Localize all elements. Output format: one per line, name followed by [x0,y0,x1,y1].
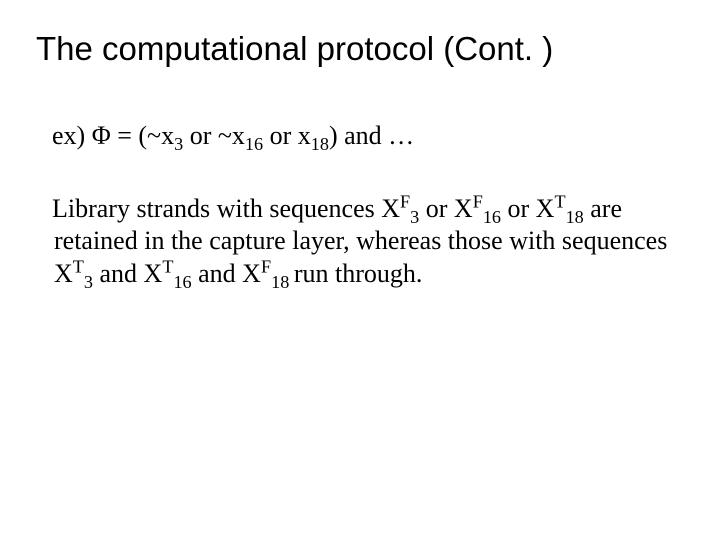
body-sup-3: T [554,191,565,211]
body-sub-5: 16 [173,272,191,292]
formula-mid-2: or x [263,121,311,150]
formula-line: ex) Φ = (~x3 or ~x16 or x18) and … [54,120,670,153]
slide-title: The computational protocol (Cont. ) [36,30,680,68]
body-sup-6: F [261,256,271,276]
formula-suffix: ) and … [329,121,414,150]
body-sub-3: 18 [566,207,584,227]
body-t6: run through. [294,259,423,288]
body-t5: and X [192,259,261,288]
body-sup-1: F [400,191,410,211]
body-t2: or X [501,194,554,223]
body-sub-6: 18 [271,272,294,292]
body-sup-5: T [162,256,173,276]
body-t0: Library strands with sequences X [52,194,400,223]
body-sub-2: 16 [483,207,501,227]
formula-mid-1: or ~x [183,121,245,150]
formula-sub-3: 18 [311,134,329,154]
body-sub-4: 3 [84,272,93,292]
body-t1: or X [419,194,472,223]
body-paragraph: Library strands with sequences XF3 or XF… [54,193,670,291]
body-t4: and X [93,259,162,288]
formula-sub-1: 3 [174,134,183,154]
formula-prefix: ex) Φ = (~x [52,121,174,150]
body-sup-2: F [473,191,483,211]
body-sup-4: T [73,256,84,276]
formula-sub-2: 16 [245,134,263,154]
body-sub-1: 3 [410,207,419,227]
